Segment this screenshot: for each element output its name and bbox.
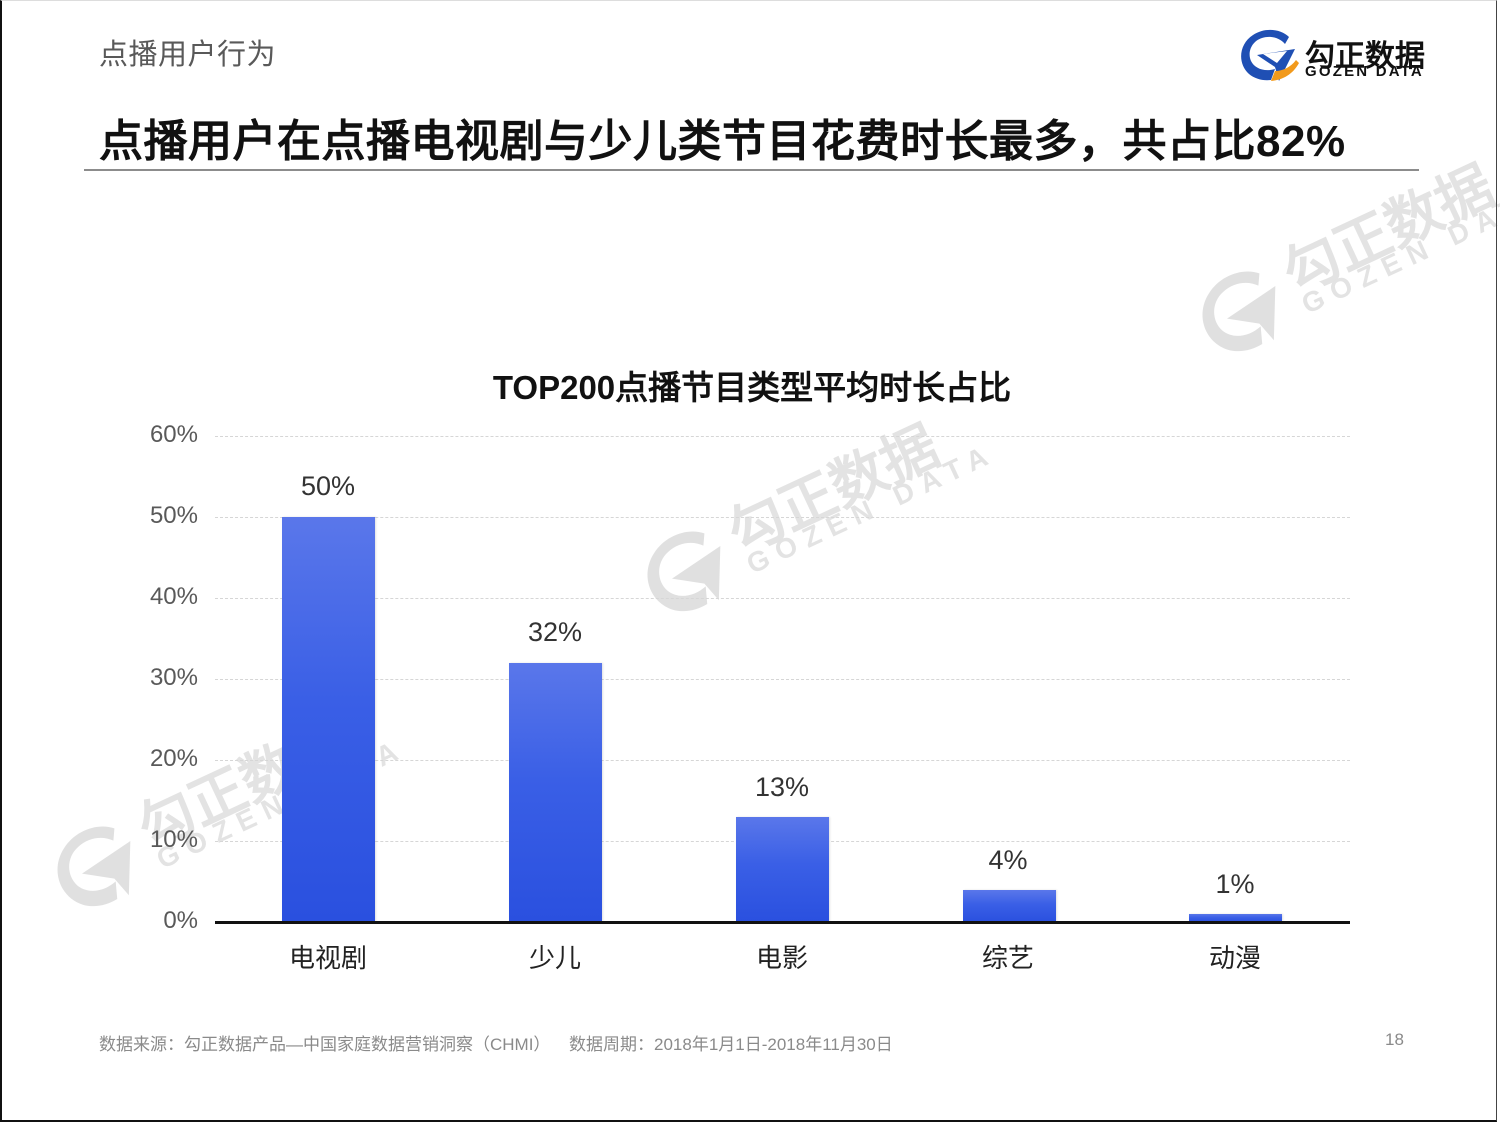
chart-title: TOP200点播节目类型平均时长占比 xyxy=(492,369,1012,406)
data-period-note: 数据周期：2018年1月1日-2018年11月30日 xyxy=(569,1035,893,1054)
y-tick-label: 40% xyxy=(149,583,198,610)
bar-value-label: 4% xyxy=(988,845,1028,875)
y-tick-label: 20% xyxy=(149,745,198,772)
watermark-name-en: GOZEN DATA xyxy=(1296,177,1500,320)
gridline xyxy=(215,679,1350,680)
watermark-logo-icon xyxy=(1202,271,1276,352)
gridline xyxy=(215,517,1350,518)
y-tick-label: 60% xyxy=(149,421,198,448)
gridline xyxy=(215,436,1350,437)
bar-value-label: 50% xyxy=(300,471,356,501)
bar-value-label: 13% xyxy=(754,772,810,802)
bar-anime xyxy=(1189,914,1282,922)
bar-variety xyxy=(963,890,1056,922)
y-tick-label: 10% xyxy=(149,826,198,853)
bar-movie xyxy=(736,817,829,922)
logo-name-cn: 勾正数据 xyxy=(1305,40,1425,73)
x-tick-label: 少儿 xyxy=(528,943,581,973)
bar-kids xyxy=(509,663,602,922)
gozen-g-logo-icon xyxy=(1241,29,1299,81)
x-tick-label: 动漫 xyxy=(1208,943,1261,973)
y-tick-label: 0% xyxy=(163,907,198,934)
y-tick-label: 50% xyxy=(149,502,198,529)
logo-name-en: GOZEN DATA xyxy=(1305,63,1424,80)
bar-value-label: 32% xyxy=(527,617,583,647)
bar-tv-series xyxy=(282,517,375,922)
page-number: 18 xyxy=(1385,1030,1404,1049)
section-label: 点播用户行为 xyxy=(99,39,277,71)
gridline xyxy=(215,598,1350,599)
plot-area xyxy=(215,436,1350,924)
page-headline: 点播用户在点播电视剧与少儿类节目花费时长最多，共占比82% xyxy=(99,117,1346,166)
x-tick-label: 电影 xyxy=(755,943,808,973)
x-axis-line xyxy=(215,921,1350,924)
company-logo: 勾正数据 GOZEN DATA xyxy=(1235,27,1435,83)
x-tick-label: 电视剧 xyxy=(288,943,367,973)
header-divider xyxy=(84,169,1419,171)
gridline xyxy=(215,760,1350,761)
bar-value-label: 1% xyxy=(1215,869,1255,899)
x-tick-label: 综艺 xyxy=(981,943,1034,973)
y-tick-label: 30% xyxy=(149,664,198,691)
data-source-note: 数据来源：勾正数据产品—中国家庭数据营销洞察（CHMI） xyxy=(99,1035,551,1054)
